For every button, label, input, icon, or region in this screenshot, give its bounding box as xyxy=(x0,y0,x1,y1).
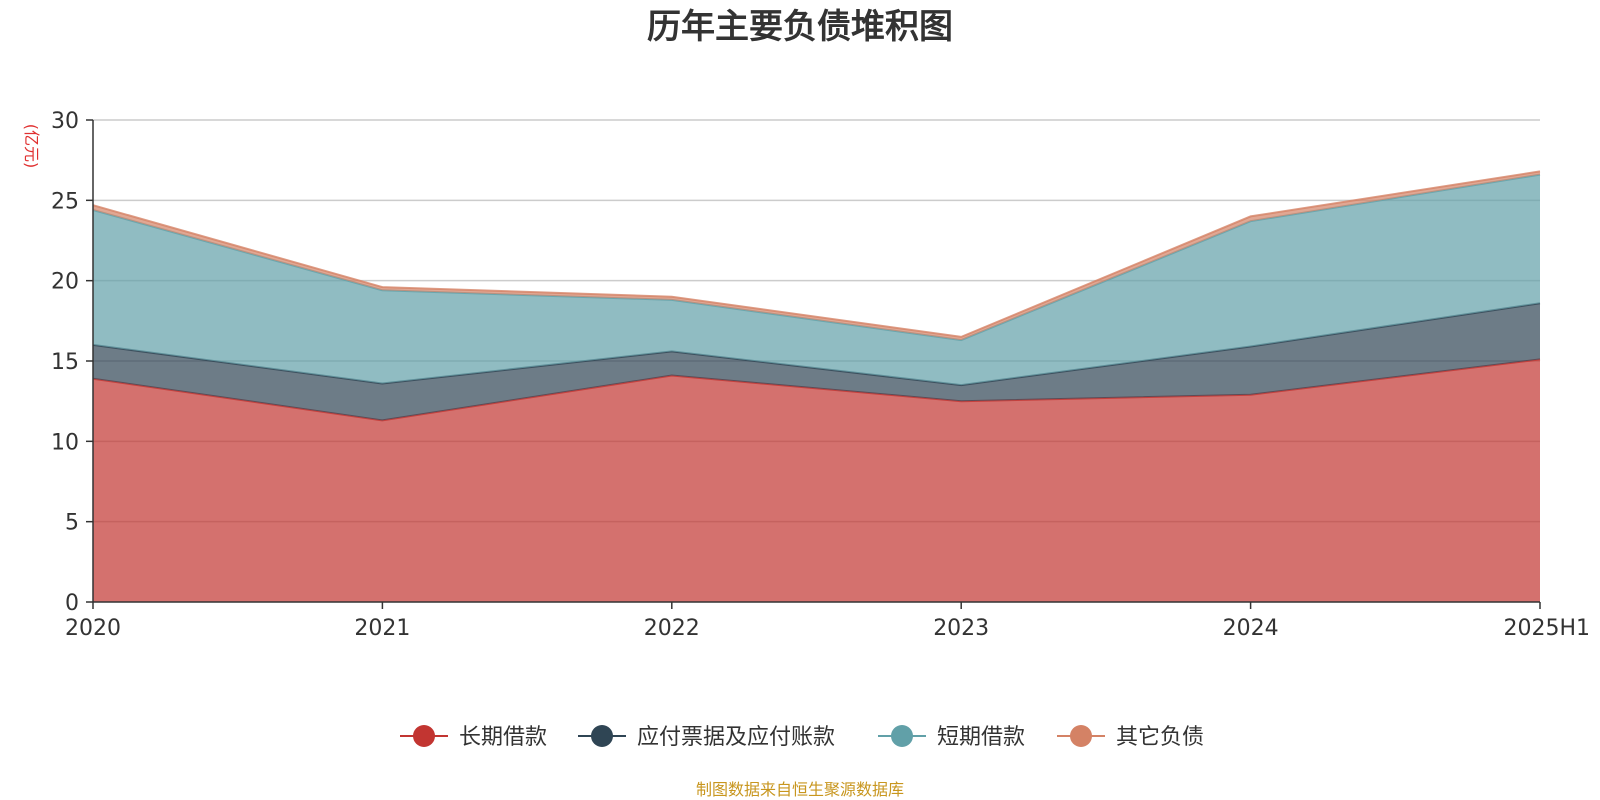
chart-title: 历年主要负债堆积图 xyxy=(647,7,953,47)
legend: 长期借款 应付票据及应付账款 短期借款 其它负债 xyxy=(400,725,1204,750)
areas xyxy=(92,170,1541,602)
legend-label: 应付票据及应付账款 xyxy=(637,725,835,750)
source-note: 制图数据来自恒生聚源数据库 xyxy=(696,780,904,799)
x-tick-label: 2022 xyxy=(644,616,700,641)
legend-marker xyxy=(591,725,613,747)
y-tick-label: 10 xyxy=(51,430,79,455)
legend-marker xyxy=(413,725,435,747)
axes: 0 5 10 15 20 25 30 2020 2021 2022 2023 2024 2025H1 xyxy=(51,109,1590,641)
legend-label: 长期借款 xyxy=(459,725,547,750)
y-axis-unit: (亿元) xyxy=(22,124,41,169)
legend-item-2[interactable]: 短期借款 xyxy=(878,725,1025,750)
area-series-2 xyxy=(93,174,1540,386)
area-series-0 xyxy=(93,359,1540,602)
y-tick-label: 30 xyxy=(51,109,79,134)
y-tick-label: 15 xyxy=(51,350,79,375)
legend-item-1[interactable]: 应付票据及应付账款 xyxy=(578,725,835,750)
y-tick-label: 20 xyxy=(51,270,79,295)
y-tick-label: 5 xyxy=(65,511,79,536)
x-tick-label: 2021 xyxy=(354,616,410,641)
area-series-1 xyxy=(93,303,1540,421)
legend-marker xyxy=(1070,725,1092,747)
legend-item-0[interactable]: 长期借款 xyxy=(400,725,547,750)
y-tick-label: 0 xyxy=(65,591,79,616)
y-tick-label: 25 xyxy=(51,189,79,214)
legend-label: 其它负债 xyxy=(1116,725,1204,750)
x-tick-label: 2020 xyxy=(65,616,121,641)
legend-label: 短期借款 xyxy=(937,725,1025,750)
x-tick-label: 2023 xyxy=(933,616,989,641)
legend-marker xyxy=(891,725,913,747)
x-tick-label: 2024 xyxy=(1223,616,1279,641)
line-series-3 xyxy=(92,170,1541,338)
legend-item-3[interactable]: 其它负债 xyxy=(1057,725,1204,750)
x-tick-label: 2025H1 xyxy=(1503,616,1590,641)
